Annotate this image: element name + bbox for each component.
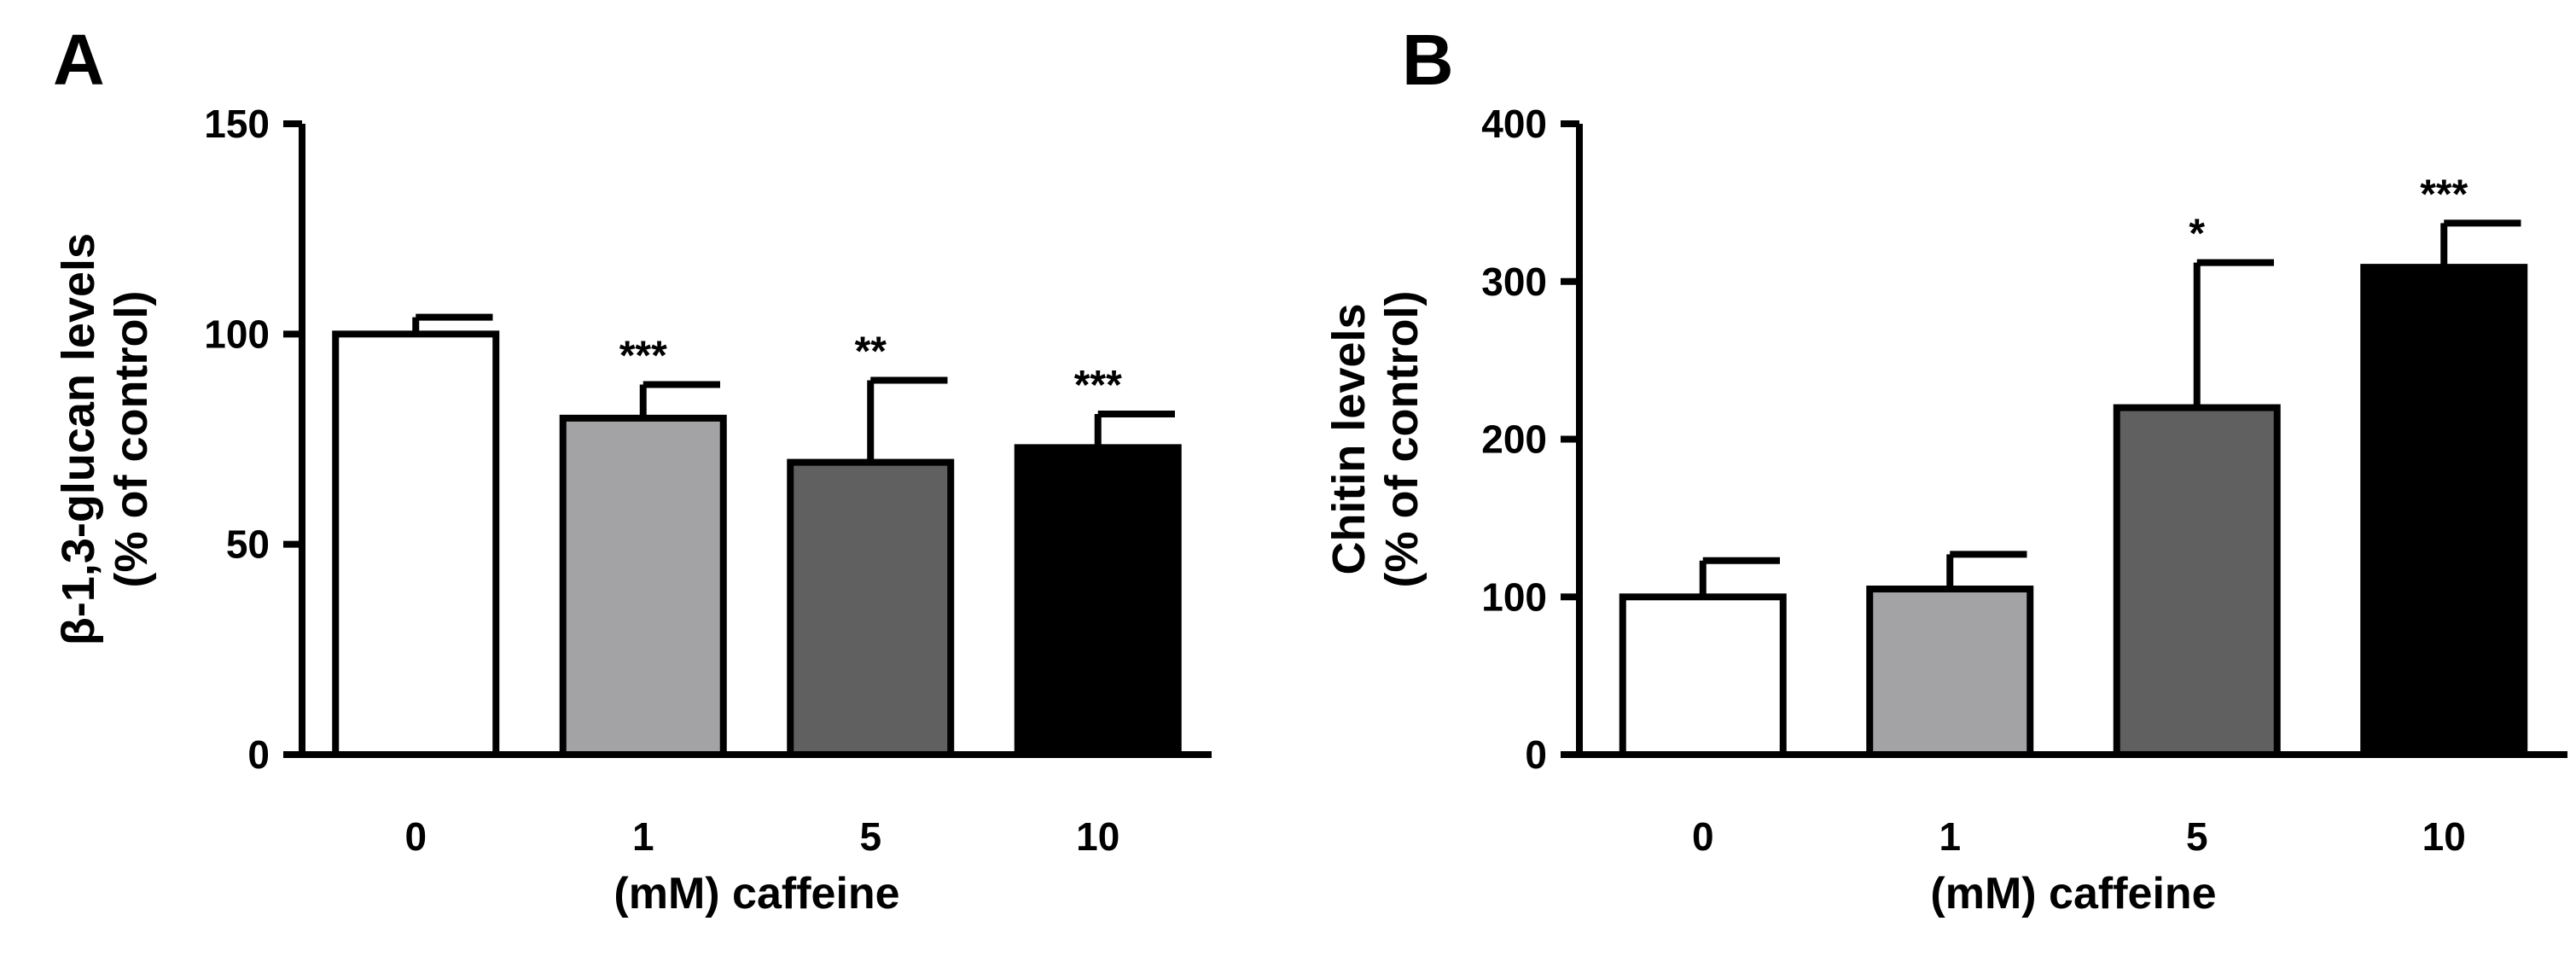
y-tick-label: 50: [226, 522, 270, 567]
bar: [1866, 586, 2034, 759]
bar: [559, 414, 727, 758]
significance-label: ***: [619, 333, 667, 378]
chart-a: 0 50 100 150 0 *** 1 ** 5 *** 10 (mM) caffeine β-1,3…: [53, 102, 1212, 918]
chart-b: 0 100 200 300 400 0 1 * 5 *** 10 (mM) caffeine Chiti…: [1323, 102, 2567, 918]
x-tick-label: 0: [404, 814, 427, 859]
significance-label: ***: [2420, 172, 2468, 217]
y-axis-label: β-1,3-glucan levels: [53, 233, 104, 645]
significance-label: **: [855, 329, 887, 375]
bar: [2113, 404, 2281, 758]
x-tick-label: 10: [1076, 814, 1119, 859]
panel-b: B 0 100 200 300 400 0 1 * 5 *** 10 (mM) caffeine Chi…: [1288, 0, 2576, 964]
bar: [1619, 593, 1787, 758]
y-tick-label: 100: [204, 312, 270, 356]
y-tick-label: 0: [1525, 732, 1547, 777]
x-tick-label: 5: [2186, 814, 2208, 859]
x-tick-label: 1: [1939, 814, 1961, 859]
x-tick-label: 5: [859, 814, 881, 859]
x-tick-label: 10: [2422, 814, 2466, 859]
y-tick-label: 400: [1481, 102, 1547, 146]
significance-label: ***: [1074, 363, 1122, 408]
y-tick-label: 200: [1481, 417, 1547, 462]
y-tick-label: 100: [1481, 574, 1547, 619]
y-tick-label: 150: [204, 102, 270, 146]
bar: [1014, 444, 1182, 758]
panel-a: A 0 50 100 150 0 *** 1 ** 5 *** 10 (mM) caffeine β-1…: [0, 0, 1288, 964]
bar: [787, 458, 955, 758]
y-axis-label: (% of control): [106, 291, 157, 588]
y-axis-label: Chitin levels: [1323, 303, 1375, 574]
significance-label: *: [2189, 212, 2205, 257]
panel-label: B: [1402, 20, 1454, 100]
x-axis-label: (mM) caffeine: [613, 869, 899, 918]
panel-label: A: [53, 20, 105, 100]
y-tick-label: 0: [247, 732, 270, 777]
x-tick-label: 1: [632, 814, 654, 859]
bar: [2360, 264, 2528, 758]
y-tick-label: 300: [1481, 259, 1547, 304]
bar: [332, 330, 500, 758]
x-tick-label: 0: [1692, 814, 1714, 859]
x-axis-label: (mM) caffeine: [1930, 869, 2216, 918]
y-axis-label: (% of control): [1376, 291, 1428, 588]
